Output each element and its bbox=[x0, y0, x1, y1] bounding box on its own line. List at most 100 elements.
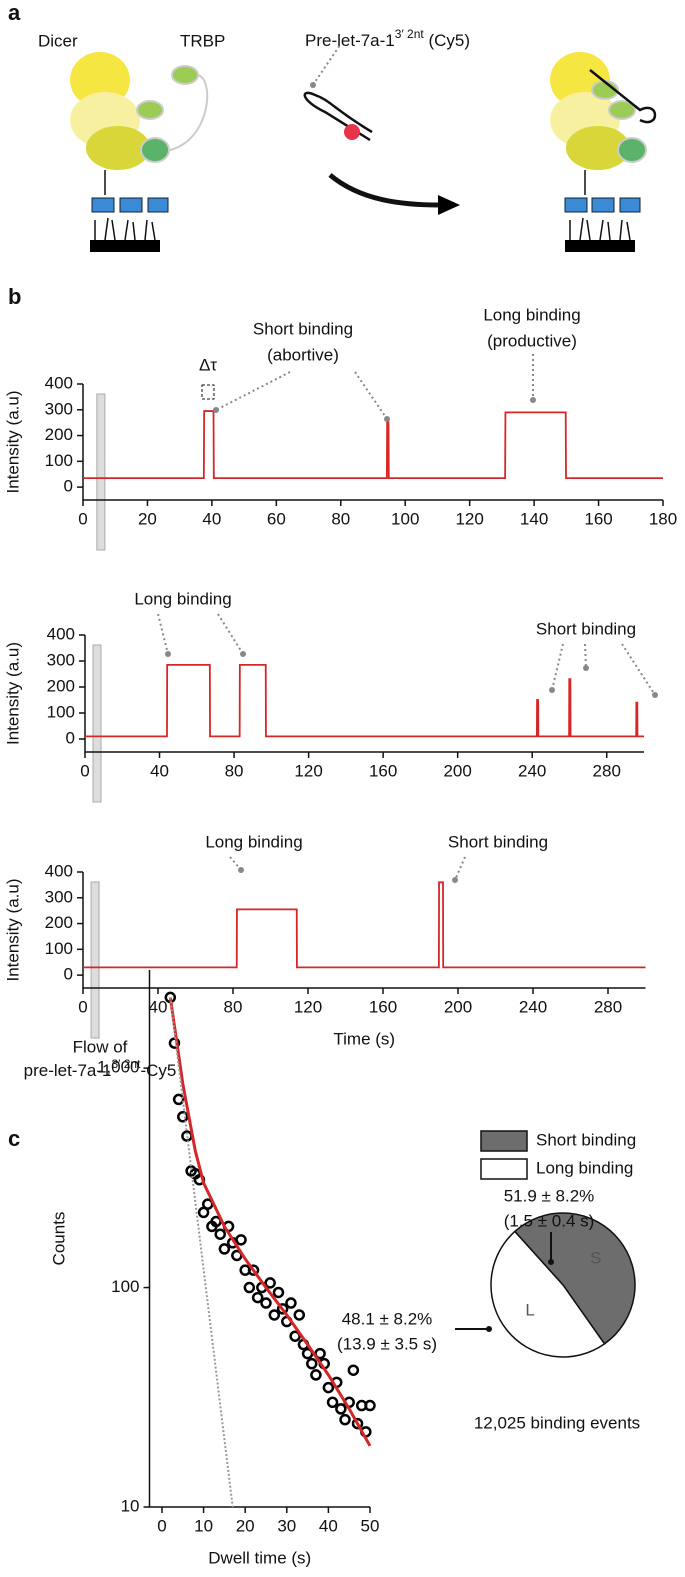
x-tick-label: 120 bbox=[455, 509, 483, 528]
y-tick-label: 300 bbox=[45, 887, 73, 906]
flow-marker bbox=[96, 393, 106, 551]
annotation: Long binding bbox=[205, 832, 302, 851]
x-tick-label: 200 bbox=[444, 997, 472, 1016]
label-sup: 3′ 2nt bbox=[395, 27, 425, 41]
y-tick-label: 200 bbox=[45, 913, 73, 932]
point bbox=[235, 1234, 247, 1246]
point bbox=[310, 1369, 322, 1381]
fit-line bbox=[168, 997, 372, 1447]
slice bbox=[490, 1230, 606, 1358]
x-tick-label: 0 bbox=[78, 509, 87, 528]
y-tick-label: 0 bbox=[64, 965, 73, 984]
annotation: Short binding bbox=[448, 832, 548, 851]
panel-label: b bbox=[8, 284, 21, 309]
annotation: (abortive) bbox=[267, 345, 339, 364]
point bbox=[306, 1357, 318, 1370]
point bbox=[276, 1303, 289, 1315]
point bbox=[347, 1364, 360, 1376]
panel-label: c bbox=[8, 1126, 20, 1151]
value-sublabel: (13.9 ± 3.5 s) bbox=[337, 1334, 437, 1353]
point bbox=[260, 1297, 272, 1309]
x-tick-label: 280 bbox=[593, 761, 621, 780]
y-axis-label: Intensity (a.u) bbox=[3, 879, 22, 982]
slice bbox=[513, 1212, 636, 1345]
x-tick-label: 140 bbox=[520, 509, 548, 528]
x-tick-label: 20 bbox=[138, 509, 157, 528]
axis-line bbox=[82, 384, 663, 501]
point bbox=[177, 1111, 189, 1123]
axis-line bbox=[82, 872, 646, 989]
leader-dot bbox=[452, 877, 458, 883]
y-tick-label: 300 bbox=[45, 399, 73, 418]
leader-dot bbox=[240, 651, 246, 657]
y-tick-label: 100 bbox=[45, 939, 73, 958]
y-tick-label: 400 bbox=[45, 373, 73, 392]
x-tick-label: 0 bbox=[157, 1516, 166, 1535]
diagram: a b c Dicer TRBP Pre-let-7a-13′ 2nt (Cy5… bbox=[8, 0, 657, 1151]
point bbox=[293, 1309, 306, 1321]
annotation: Long binding bbox=[134, 589, 231, 608]
x-tick-label: 80 bbox=[331, 509, 350, 528]
reference-line bbox=[169, 997, 234, 1508]
point bbox=[326, 1396, 339, 1409]
x-tick-label: 40 bbox=[202, 509, 221, 528]
flow-sup: 3′ 2nt bbox=[112, 1057, 142, 1071]
y-tick-label: 200 bbox=[47, 676, 75, 695]
annotation: Short binding bbox=[253, 319, 353, 338]
leader bbox=[584, 643, 587, 669]
value-sublabel: (1.5 ± 0.4 s) bbox=[504, 1211, 595, 1230]
leader bbox=[157, 613, 169, 655]
y-tick-label: 100 bbox=[111, 1277, 139, 1296]
point bbox=[172, 1093, 185, 1106]
axis-line bbox=[148, 970, 370, 1508]
x-tick-label: 80 bbox=[225, 761, 244, 780]
value-label: 48.1 ± 8.2% bbox=[342, 1309, 433, 1328]
x-tick-label: 50 bbox=[361, 1516, 380, 1535]
leader-dot bbox=[384, 416, 390, 422]
y-tick-label: 400 bbox=[45, 861, 73, 880]
y-tick-label: 100 bbox=[45, 451, 73, 470]
legend-swatch bbox=[480, 1130, 528, 1152]
leader-dot bbox=[530, 397, 536, 403]
annotation: Long binding bbox=[483, 305, 580, 324]
leader-dot bbox=[165, 651, 171, 657]
point bbox=[322, 1381, 335, 1394]
y-tick-label: 200 bbox=[45, 425, 73, 444]
y-tick-label: 400 bbox=[47, 624, 75, 643]
x-tick-label: 20 bbox=[236, 1516, 255, 1535]
y-axis-label: Counts bbox=[49, 1212, 68, 1266]
y-tick-label: 0 bbox=[66, 728, 75, 747]
y-axis-label: Intensity (a.u) bbox=[3, 642, 22, 745]
annotation: Δτ bbox=[199, 355, 217, 374]
slice-label: L bbox=[525, 1301, 534, 1320]
leader-dot bbox=[583, 665, 589, 671]
x-tick-label: 120 bbox=[294, 761, 322, 780]
leader-dot bbox=[213, 407, 219, 413]
x-tick-label: 60 bbox=[267, 509, 286, 528]
point bbox=[268, 1309, 281, 1321]
x-axis-label: Time (s) bbox=[333, 1029, 395, 1048]
x-tick-label: 80 bbox=[224, 997, 243, 1016]
caption: 12,025 binding events bbox=[474, 1413, 640, 1432]
x-tick-label: 0 bbox=[78, 997, 87, 1016]
trace bbox=[85, 664, 644, 738]
flow-suffix: -Cy5 bbox=[140, 1061, 176, 1080]
point bbox=[264, 1277, 276, 1289]
x-tick-label: 40 bbox=[150, 761, 169, 780]
x-tick-label: 40 bbox=[319, 1516, 338, 1535]
point bbox=[214, 1228, 226, 1240]
flow-text: pre-let-7a-1 bbox=[24, 1061, 112, 1080]
trace bbox=[83, 410, 663, 479]
label: TRBP bbox=[180, 31, 225, 50]
point bbox=[251, 1291, 264, 1304]
value-label: 51.9 ± 8.2% bbox=[504, 1186, 595, 1205]
dicer-right bbox=[550, 52, 657, 252]
label: Pre-let-7a-13′ 2nt (Cy5) bbox=[305, 27, 470, 50]
x-axis-label: Dwell time (s) bbox=[208, 1548, 311, 1567]
y-tick-label: 1,000 bbox=[97, 1058, 140, 1077]
legend-label: Long binding bbox=[536, 1158, 633, 1177]
x-tick-label: 280 bbox=[594, 997, 622, 1016]
legend-label: Short binding bbox=[536, 1130, 636, 1149]
point bbox=[218, 1243, 231, 1255]
point bbox=[364, 1399, 376, 1412]
